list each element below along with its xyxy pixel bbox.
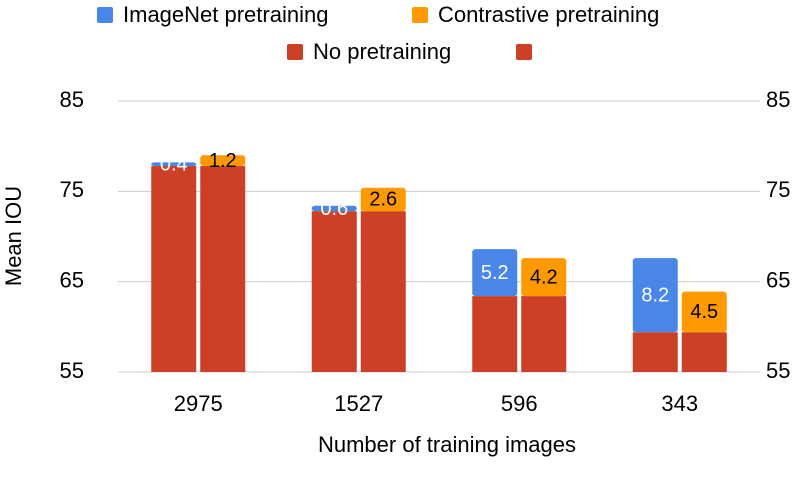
data-label: 1.2 (209, 150, 237, 172)
bar-segment (472, 296, 518, 372)
legend-swatch (412, 7, 428, 23)
bar-segment (151, 162, 197, 167)
y-tick-label: 75 (60, 177, 84, 202)
data-label: 4.2 (530, 266, 558, 288)
y2-tick-label: 65 (766, 267, 790, 292)
bar-segment (151, 166, 197, 372)
y2-tick-label: 85 (766, 87, 790, 112)
bar-segment (521, 258, 567, 297)
bar-segment (311, 211, 357, 372)
y2-tick-label: 55 (766, 358, 790, 383)
data-label: 4.5 (690, 301, 718, 323)
bar-segment (200, 166, 246, 372)
legend-label: No pretraining (313, 39, 451, 64)
bar-segment (360, 187, 406, 212)
bar-segment (360, 211, 406, 372)
bar-segment (681, 332, 727, 372)
y-tick-label: 55 (60, 358, 84, 383)
bar-segment (632, 258, 678, 333)
data-label: 2.6 (369, 189, 397, 211)
x-tick-label: 596 (501, 391, 538, 416)
y-tick-label: 65 (60, 267, 84, 292)
legend-swatch (287, 44, 303, 60)
y-tick-label: 85 (60, 87, 84, 112)
x-tick-label: 343 (661, 391, 698, 416)
bar-segment (521, 296, 567, 372)
y2-tick-label: 75 (766, 177, 790, 202)
data-label: 5.2 (481, 262, 509, 284)
data-label: 8.2 (641, 284, 669, 306)
legend-label: Contrastive pretraining (438, 2, 659, 27)
x-axis-title: Number of training images (318, 432, 576, 457)
x-tick-label: 2975 (174, 391, 223, 416)
x-tick-label: 1527 (334, 391, 383, 416)
y-axis-title: Mean IOU (1, 186, 26, 286)
data-label: 0.4 (160, 154, 188, 176)
legend-label: ImageNet pretraining (123, 2, 328, 27)
bar-segment (632, 332, 678, 372)
bar-segment (681, 291, 727, 333)
bar-segment (311, 205, 357, 212)
legend-swatch (516, 44, 532, 60)
bar-segment (472, 249, 518, 297)
legend-swatch (97, 7, 113, 23)
data-label: 0.6 (320, 198, 348, 220)
bar-segment (200, 155, 246, 167)
